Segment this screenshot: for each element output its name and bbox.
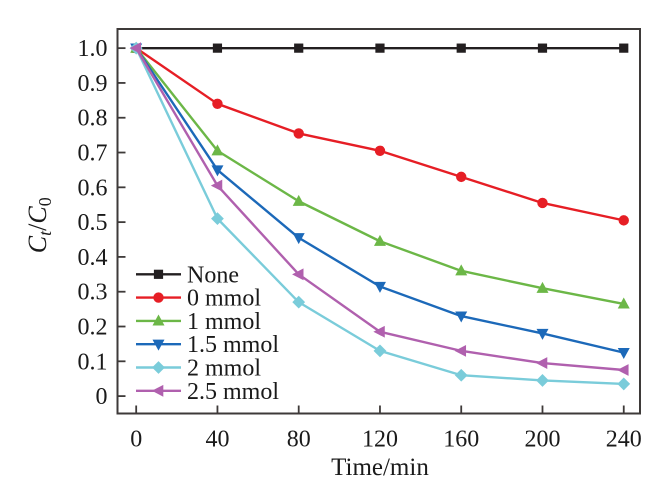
square-marker-none <box>537 43 548 53</box>
y-tick-label: 0.9 <box>78 71 108 97</box>
x-tick-label: 240 <box>606 427 642 453</box>
triangle-up-marker-legend-1-mmol <box>152 314 165 326</box>
y-axis-title-part: / <box>23 223 52 231</box>
series-1-mmol <box>130 41 630 309</box>
legend-label-none: None <box>187 262 239 288</box>
circle-marker-0-mmol <box>293 128 304 139</box>
series-2-mmol <box>129 41 631 391</box>
y-axis-title-part: 0 <box>35 197 55 206</box>
legend-label-2-mmol: 2 mmol <box>187 356 261 382</box>
diamond-marker-2-mmol <box>373 344 387 358</box>
triangle-left-marker-2-5-mmol <box>210 179 223 192</box>
triangle-up-marker-1-mmol <box>211 144 224 156</box>
triangle-left-marker-2-5-mmol <box>454 344 467 357</box>
triangle-down-marker-legend-1-5-mmol <box>152 339 165 351</box>
series-2-5-mmol <box>129 42 629 376</box>
circle-marker-legend-0-mmol <box>153 292 164 303</box>
circle-marker-0-mmol <box>537 197 548 209</box>
triangle-left-marker-2-5-mmol <box>129 42 141 55</box>
legend-entry-1-5-mmol: 1.5 mmol <box>136 332 279 358</box>
square-marker-none <box>619 43 629 53</box>
circle-marker-0-mmol <box>456 171 467 183</box>
y-tick-label: 1.0 <box>78 36 108 62</box>
legend-entry-2-5-mmol: 2.5 mmol <box>136 379 279 405</box>
triangle-down-marker-1-5-mmol <box>373 281 386 293</box>
y-axis-title: Ct/C0 <box>23 197 55 253</box>
legend-label-1-5-mmol: 1.5 mmol <box>187 332 279 358</box>
square-marker-none <box>456 43 466 53</box>
triangle-left-marker-2-5-mmol <box>373 325 385 338</box>
y-tick-label: 0.4 <box>78 245 108 271</box>
triangle-left-marker-2-5-mmol <box>292 268 304 281</box>
square-marker-legend-none <box>153 269 164 279</box>
triangle-up-marker-1-mmol <box>373 234 386 246</box>
x-tick-label: 0 <box>130 427 142 453</box>
legend-entry-0-mmol: 0 mmol <box>136 286 261 312</box>
x-tick-label: 80 <box>287 427 311 453</box>
x-tick-label: 160 <box>443 427 479 453</box>
y-tick-label: 0.2 <box>78 315 108 341</box>
circle-marker-0-mmol <box>618 215 629 226</box>
circle-marker-0-mmol <box>212 98 223 110</box>
diamond-marker-2-mmol <box>617 377 631 391</box>
diamond-marker-2-mmol <box>292 295 306 309</box>
triangle-left-marker-2-5-mmol <box>617 364 629 376</box>
square-marker-none <box>375 43 385 53</box>
legend-entry-2-mmol: 2 mmol <box>136 356 261 382</box>
x-tick-label: 120 <box>362 427 398 453</box>
triangle-down-marker-1-5-mmol <box>292 233 305 245</box>
y-tick-label: 0.5 <box>78 210 108 236</box>
x-tick-label: 200 <box>524 427 560 453</box>
circle-marker-0-mmol <box>374 145 386 156</box>
diamond-marker-2-mmol <box>211 212 224 226</box>
diamond-marker-legend-2-mmol <box>152 361 165 374</box>
diamond-marker-2-mmol <box>536 374 549 387</box>
y-axis-title-part: C <box>23 235 52 253</box>
square-marker-none <box>212 43 223 53</box>
triangle-down-marker-1-5-mmol <box>536 328 549 340</box>
triangle-left-marker-2-5-mmol <box>535 357 548 369</box>
diamond-marker-2-mmol <box>454 368 468 382</box>
triangle-up-marker-1-mmol <box>292 194 305 206</box>
legend-label-1-mmol: 1 mmol <box>187 309 261 335</box>
legend-label-2-5-mmol: 2.5 mmol <box>187 379 279 405</box>
triangle-down-marker-1-5-mmol <box>455 311 468 323</box>
plot-frame <box>116 28 641 415</box>
axis-ticks: 0 40 80 120 160 200 240 0 0.1 0.2 0.3 0.4 0.5 0.6 0.7 0… <box>78 36 642 452</box>
triangle-down-marker-1-5-mmol <box>617 348 630 360</box>
y-tick-label: 0.1 <box>78 349 108 375</box>
square-marker-none <box>294 43 304 53</box>
x-tick-label: 40 <box>205 427 229 453</box>
y-tick-label: 0.3 <box>78 280 108 306</box>
legend-entry-1-mmol: 1 mmol <box>136 309 261 335</box>
triangle-up-marker-1-mmol <box>617 297 630 309</box>
y-axis-title-part: t <box>35 230 55 236</box>
y-tick-label: 0.7 <box>78 141 108 167</box>
triangle-left-marker-legend-2-5-mmol <box>151 384 164 397</box>
y-axis-title-part: C <box>23 206 52 224</box>
series-0-mmol <box>130 42 629 226</box>
y-tick-label: 0.8 <box>78 106 108 132</box>
legend-label-0-mmol: 0 mmol <box>187 286 261 312</box>
legend-entry-none: None <box>136 262 239 288</box>
triangle-up-marker-1-mmol <box>536 281 549 293</box>
y-tick-label: 0 <box>96 384 108 410</box>
triangle-up-marker-1-mmol <box>455 264 468 276</box>
y-tick-label: 0.6 <box>78 175 108 201</box>
x-axis-title: Time/min <box>331 454 429 481</box>
triangle-down-marker-1-5-mmol <box>211 165 224 177</box>
